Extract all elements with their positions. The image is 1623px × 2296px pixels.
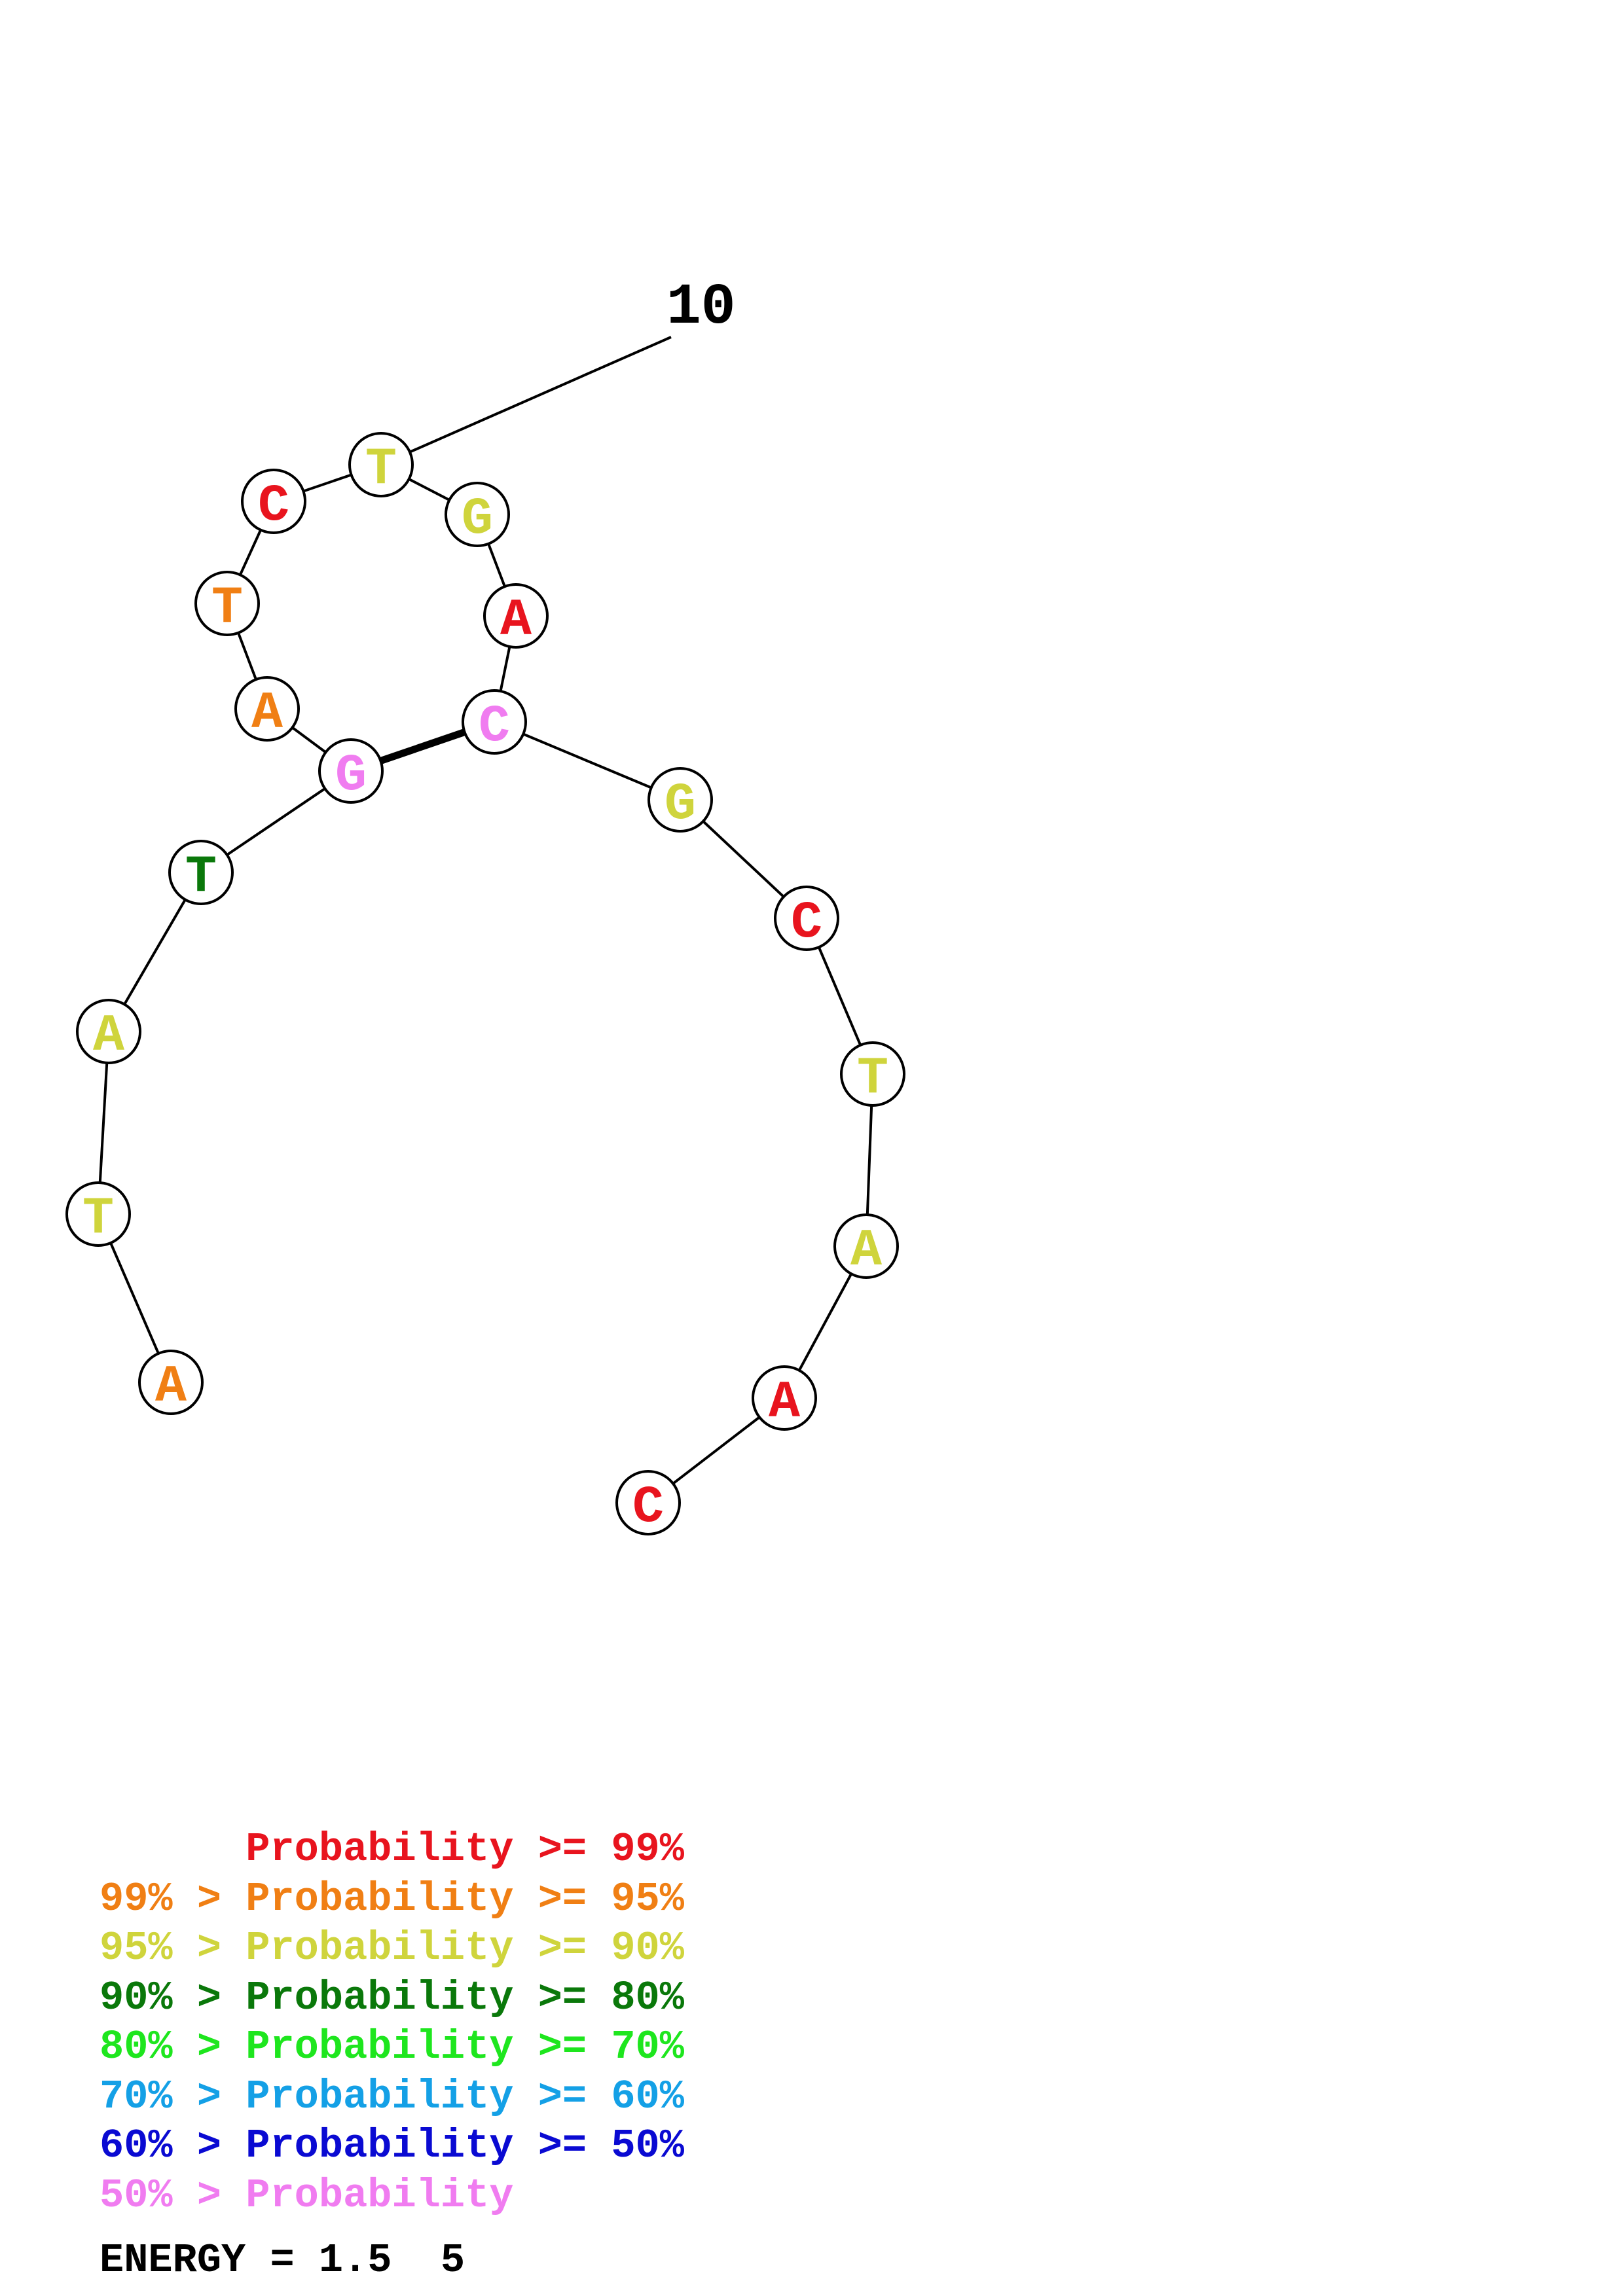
legend-row: 99% > Probability >= 95% bbox=[100, 1875, 684, 1922]
nucleotide-circle bbox=[194, 571, 260, 636]
nucleotide-circle bbox=[168, 840, 234, 905]
nucleotide-letter: G bbox=[462, 490, 493, 549]
nucleotide-letter: A bbox=[850, 1221, 883, 1281]
nucleotide-4: T bbox=[840, 1041, 905, 1109]
nucleotide-circle bbox=[483, 583, 549, 649]
nucleotide-letter: C bbox=[258, 476, 289, 536]
nucleotide-circle bbox=[445, 482, 510, 547]
nucleotide-circle bbox=[752, 1365, 817, 1431]
nucleotide-18: A bbox=[138, 1350, 204, 1417]
nucleotide-9: G bbox=[445, 482, 510, 549]
nucleotide-circle bbox=[833, 1213, 899, 1279]
nucleotide-13: A bbox=[234, 676, 300, 744]
nucleotide-circle bbox=[241, 469, 306, 534]
legend-row: 90% > Probability >= 80% bbox=[100, 1974, 684, 2021]
nucleotide-letter: A bbox=[769, 1373, 801, 1433]
nucleotide-11: C bbox=[241, 469, 306, 536]
nucleotide-letter: A bbox=[500, 591, 532, 651]
nucleotide-circle bbox=[774, 886, 839, 951]
nucleotide-letter: C bbox=[791, 893, 822, 953]
nucleotide-circle bbox=[138, 1350, 204, 1415]
nucleotide-circle bbox=[615, 1470, 681, 1535]
nucleotide-letter: G bbox=[335, 746, 367, 806]
nucleotide-10: T bbox=[348, 432, 414, 499]
index-tick bbox=[380, 336, 672, 466]
nucleotide-circle bbox=[234, 676, 300, 742]
nucleotide-7: C bbox=[462, 689, 527, 757]
nucleotide-circle bbox=[318, 738, 384, 804]
legend-row: 95% > Probability >= 90% bbox=[100, 1925, 684, 1971]
nucleotide-letter: A bbox=[93, 1007, 125, 1066]
nucleotide-15: T bbox=[168, 840, 234, 907]
legend-row: 50% > Probability bbox=[100, 2172, 514, 2219]
position-index-label: 10 bbox=[666, 276, 736, 340]
nucleotide-6: G bbox=[647, 767, 713, 834]
nucleotide-letter: G bbox=[665, 775, 696, 834]
nucleotide-circle bbox=[76, 999, 141, 1064]
nucleotide-12: T bbox=[194, 571, 260, 638]
nucleotide-letter: T bbox=[82, 1189, 114, 1249]
nucleotide-letter: T bbox=[211, 579, 243, 638]
nucleotide-circle bbox=[840, 1041, 905, 1107]
probability-legend: Probability >= 99% 99% > Probability >= 9… bbox=[100, 1825, 684, 2220]
legend-row: 80% > Probability >= 70% bbox=[100, 2024, 684, 2070]
backbone-segment bbox=[494, 721, 681, 801]
energy-value: ENERGY = 1.5 5 bbox=[100, 2237, 465, 2284]
nucleotide-circle bbox=[65, 1181, 131, 1247]
nucleotide-16: A bbox=[76, 999, 141, 1066]
nucleotide-letter: C bbox=[632, 1478, 664, 1537]
nucleotide-3: A bbox=[833, 1213, 899, 1281]
nucleotide-letter: A bbox=[251, 684, 283, 744]
legend-row: 70% > Probability >= 60% bbox=[100, 2073, 684, 2120]
legend-row: Probability >= 99% bbox=[100, 1826, 684, 1873]
nucleotide-circle bbox=[647, 767, 713, 833]
nucleotide-8: A bbox=[483, 583, 549, 651]
nucleotide-circle bbox=[462, 689, 527, 755]
nucleotide-17: T bbox=[65, 1181, 131, 1249]
nucleotide-5: C bbox=[774, 886, 839, 953]
nucleotide-14: G bbox=[318, 738, 384, 806]
nucleotide-2: A bbox=[752, 1365, 817, 1433]
nucleotide-letter: T bbox=[857, 1049, 888, 1109]
index-tick-line bbox=[380, 336, 672, 466]
legend-row: 60% > Probability >= 50% bbox=[100, 2123, 684, 2169]
nucleotide-1: C bbox=[615, 1470, 681, 1537]
nucleotide-letter: T bbox=[365, 440, 397, 499]
nucleotide-letter: T bbox=[185, 848, 217, 907]
nucleotide-letter: C bbox=[479, 697, 510, 757]
nucleotide-letter: A bbox=[155, 1357, 187, 1417]
nucleotide-circle bbox=[348, 432, 414, 497]
